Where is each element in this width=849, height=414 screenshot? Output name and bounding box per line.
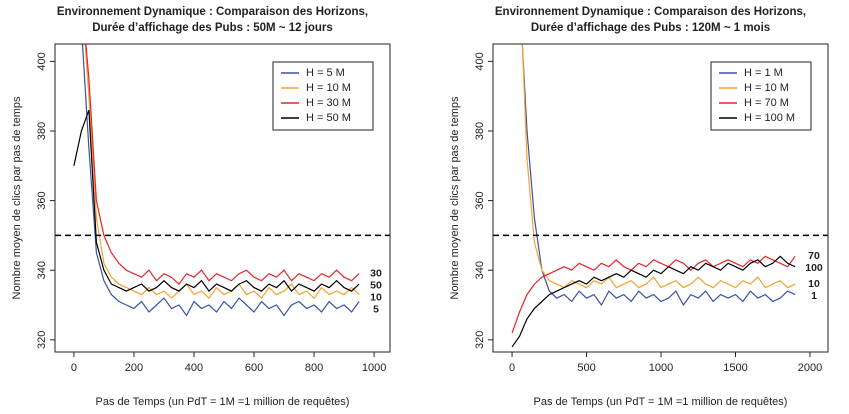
y-axis-label: Nombre moyen de clics par pas de temps [449,96,461,299]
x-tick-label: 600 [245,362,263,374]
legend-label: H = 100 M [744,112,795,124]
y-tick-label: 380 [36,122,48,140]
legend-label: H = 30 M [306,97,351,109]
x-tick-label: 200 [125,362,143,374]
series-line [511,255,796,334]
series-end-label: 10 [808,278,820,290]
series-line [521,44,796,289]
y-tick-label: 340 [474,261,486,279]
x-tick-label: 800 [305,362,323,374]
chart-title: Environnement Dynamique : Comparaison de… [495,6,806,18]
y-tick-label: 320 [474,331,486,349]
series-end-label: 30 [370,267,382,279]
x-tick-label: 2000 [798,362,822,374]
y-tick-label: 400 [36,52,48,70]
series-end-label: 5 [373,303,379,315]
legend: H = 1 M H = 10 M H = 70 M H = 100 M [710,61,812,131]
chart-subtitle: Durée d’affichage des Pubs : 120M ~ 1 mo… [531,22,770,34]
series-line [511,255,796,348]
x-tick-label: 400 [185,362,203,374]
x-tick-label: 0 [71,362,77,374]
y-tick-label: 400 [474,52,486,70]
legend-label: H = 1 M [744,67,783,79]
y-tick-label: 360 [36,191,48,209]
legend: H = 5 M H = 10 M H = 30 M H = 50 M [272,61,374,131]
series-end-label: 10 [370,291,382,303]
series-line [81,44,360,317]
x-axis-label: Pas de Temps (un PdT = 1M =1 million de … [96,396,350,408]
x-tick-label: 0 [509,362,515,374]
chart-title: Environnement Dynamique : Comparaison de… [57,6,368,18]
x-tick-label: 1000 [649,362,673,374]
series-end-label: 100 [805,262,823,274]
y-tick-label: 380 [474,122,486,140]
legend-label: H = 10 M [306,82,351,94]
series-end-label: 1 [811,290,817,302]
series-end-label: 50 [370,279,382,291]
y-axis-label: Nombre moyen de clics par pas de temps [11,96,23,299]
y-tick-label: 360 [474,191,486,209]
x-tick-label: 1000 [362,362,386,374]
legend-label: H = 70 M [744,97,789,109]
plot-area [73,44,360,317]
series-line [521,44,796,307]
series-line [84,44,360,300]
series-line [73,109,360,293]
legend-label: H = 10 M [744,82,789,94]
plot-area [511,44,796,348]
x-axis-label: Pas de Temps (un PdT = 1M =1 million de … [534,396,788,408]
series-end-label: 70 [808,250,820,262]
y-tick-label: 320 [36,331,48,349]
x-tick-label: 500 [577,362,595,374]
plot-frame [54,43,391,353]
legend-label: H = 50 M [306,112,351,124]
legend-label: H = 5 M [306,67,345,79]
series-line [85,44,360,285]
chart-subtitle: Durée d’affichage des Pubs : 50M ~ 12 jo… [92,22,333,34]
x-tick-label: 1500 [723,362,747,374]
line-chart: Environnement Dynamique : Comparaison de… [11,6,391,408]
plot-frame [492,43,829,353]
y-tick-label: 340 [36,261,48,279]
line-chart: Environnement Dynamique : Comparaison de… [449,6,829,408]
